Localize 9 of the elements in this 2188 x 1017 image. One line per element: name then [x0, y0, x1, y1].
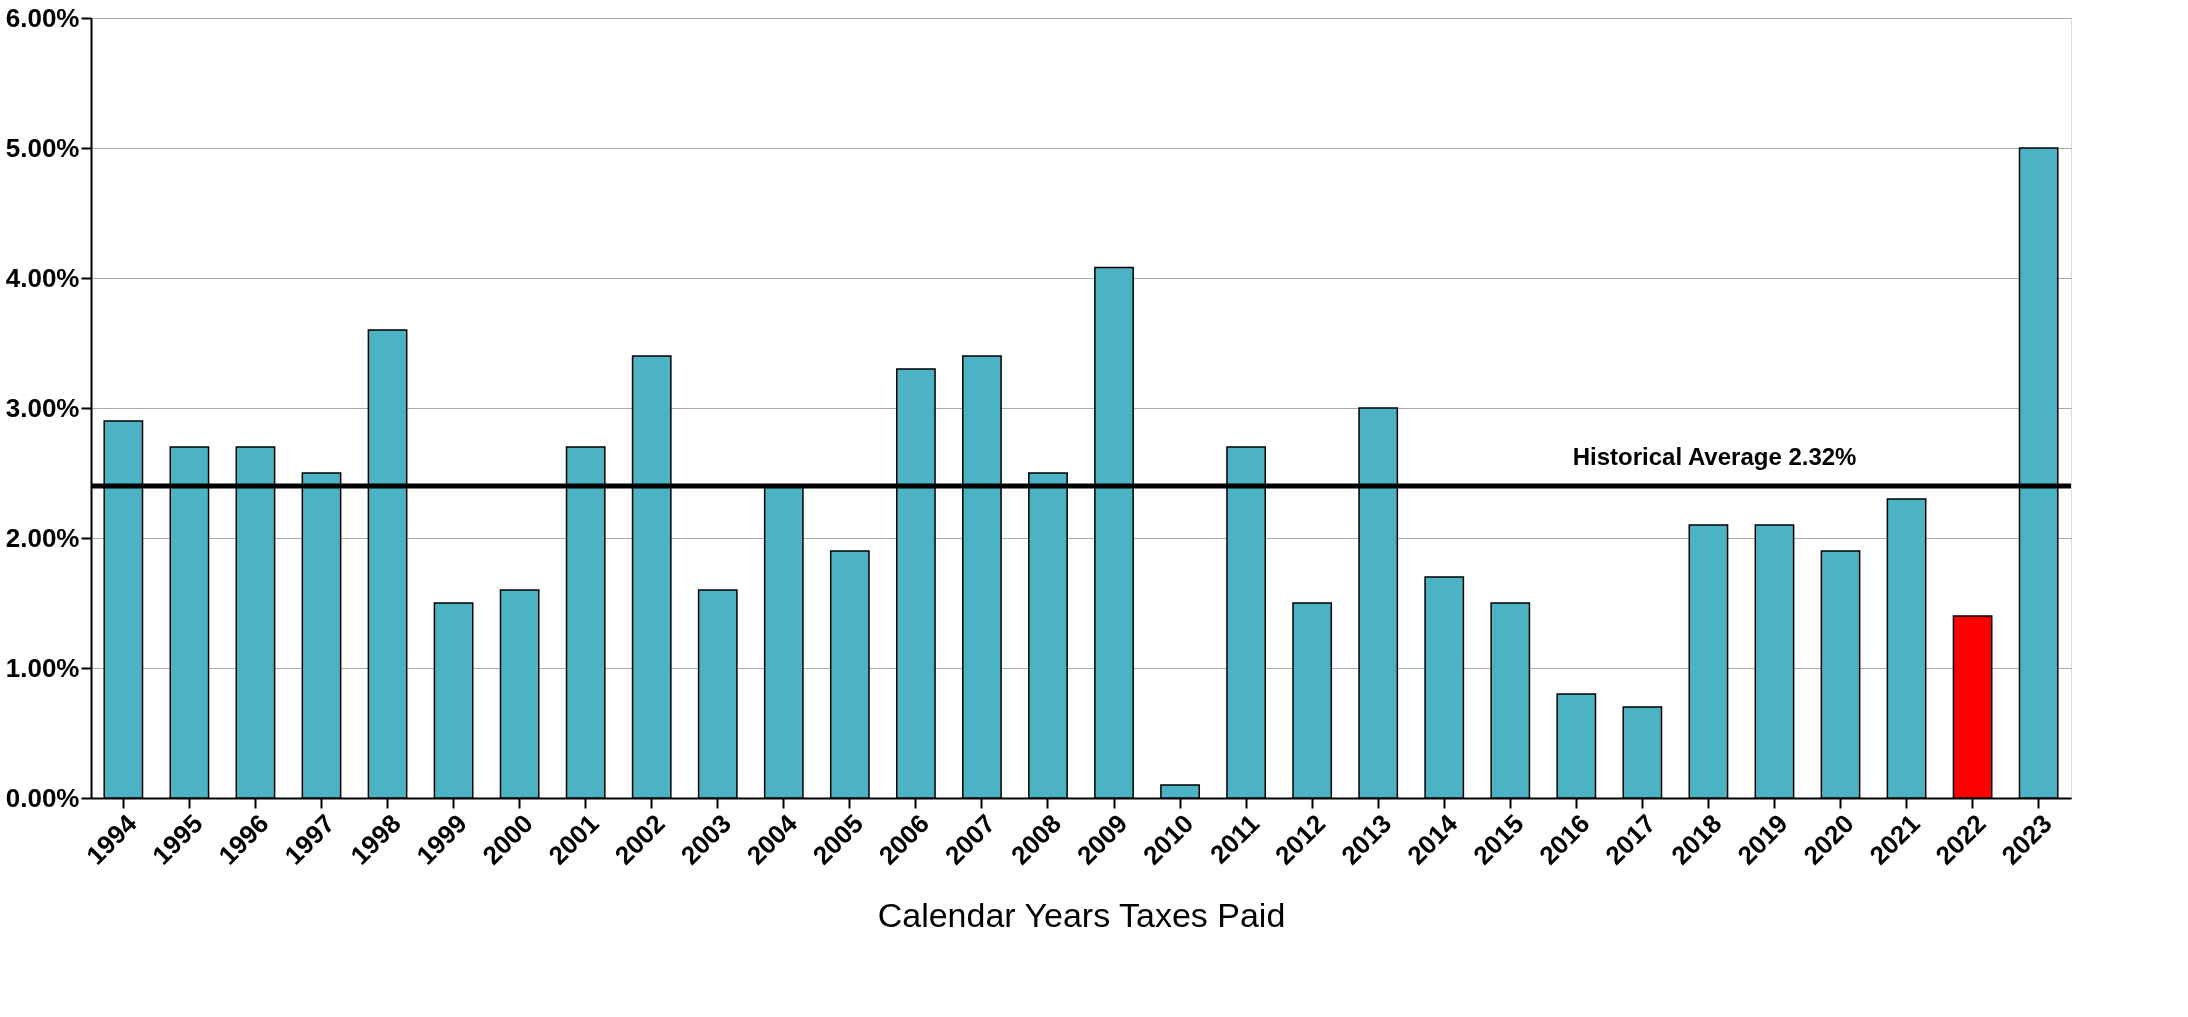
y-tick-label: 5.00%: [5, 132, 80, 163]
y-tick-label: 0.00%: [5, 782, 80, 813]
x-axis-title: Calendar Years Taxes Paid: [877, 895, 1286, 934]
y-tick-label: 3.00%: [5, 392, 80, 423]
y-tick-label: 4.00%: [5, 262, 80, 293]
y-tick-label: 6.00%: [5, 2, 80, 33]
ref-line-label: Historical Average 2.32%: [1572, 443, 1857, 470]
y-tick-label: 1.00%: [5, 652, 80, 683]
y-tick-label: 2.00%: [5, 522, 80, 553]
